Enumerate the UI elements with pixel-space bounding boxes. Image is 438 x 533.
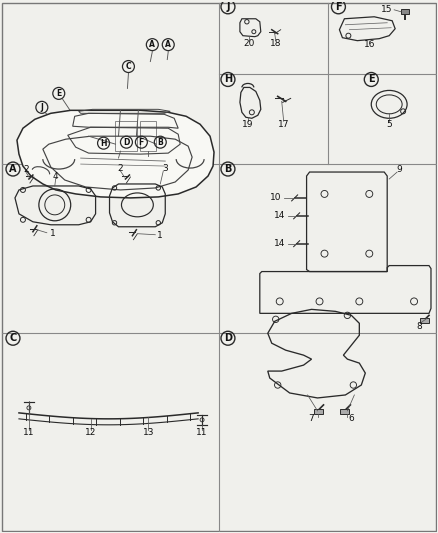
- Text: 18: 18: [270, 39, 282, 48]
- Text: C: C: [126, 62, 131, 71]
- Text: 14: 14: [274, 239, 286, 248]
- Text: 2: 2: [23, 165, 29, 174]
- Bar: [340, 409, 350, 414]
- Text: 6: 6: [349, 414, 354, 423]
- Bar: [401, 9, 409, 14]
- Text: 1: 1: [50, 229, 56, 238]
- Text: 13: 13: [143, 429, 154, 437]
- Text: 1: 1: [157, 231, 163, 240]
- Text: F: F: [139, 138, 144, 147]
- Text: 12: 12: [85, 429, 96, 437]
- Bar: [140, 122, 156, 151]
- Text: 17: 17: [278, 120, 290, 129]
- Bar: [420, 318, 429, 324]
- Text: B: B: [157, 138, 163, 147]
- Text: 7: 7: [309, 414, 314, 423]
- Text: C: C: [9, 333, 17, 343]
- Text: 2: 2: [118, 164, 123, 173]
- Bar: [116, 122, 138, 151]
- Text: A: A: [149, 40, 155, 49]
- Text: 5: 5: [386, 120, 392, 129]
- Bar: [314, 409, 322, 414]
- Text: 10: 10: [270, 193, 282, 203]
- Text: 11: 11: [23, 429, 35, 437]
- Text: A: A: [9, 164, 17, 174]
- Polygon shape: [17, 110, 214, 198]
- Text: E: E: [368, 75, 374, 84]
- Text: D: D: [123, 138, 130, 147]
- Text: B: B: [224, 164, 232, 174]
- Text: J: J: [40, 103, 43, 112]
- Text: 3: 3: [162, 164, 168, 173]
- Text: F: F: [335, 2, 342, 12]
- Text: 15: 15: [381, 5, 392, 14]
- Text: D: D: [224, 333, 232, 343]
- Text: 9: 9: [396, 165, 402, 174]
- Text: 11: 11: [196, 429, 208, 437]
- Text: 8: 8: [416, 322, 422, 331]
- Text: 4: 4: [53, 172, 59, 181]
- Text: 14: 14: [274, 211, 286, 220]
- Text: 19: 19: [242, 120, 254, 129]
- Text: H: H: [100, 139, 107, 148]
- Text: J: J: [226, 2, 230, 12]
- Text: H: H: [224, 75, 232, 84]
- Text: 20: 20: [243, 39, 254, 48]
- Text: 16: 16: [364, 40, 375, 49]
- Text: A: A: [165, 40, 171, 49]
- Text: E: E: [56, 89, 61, 98]
